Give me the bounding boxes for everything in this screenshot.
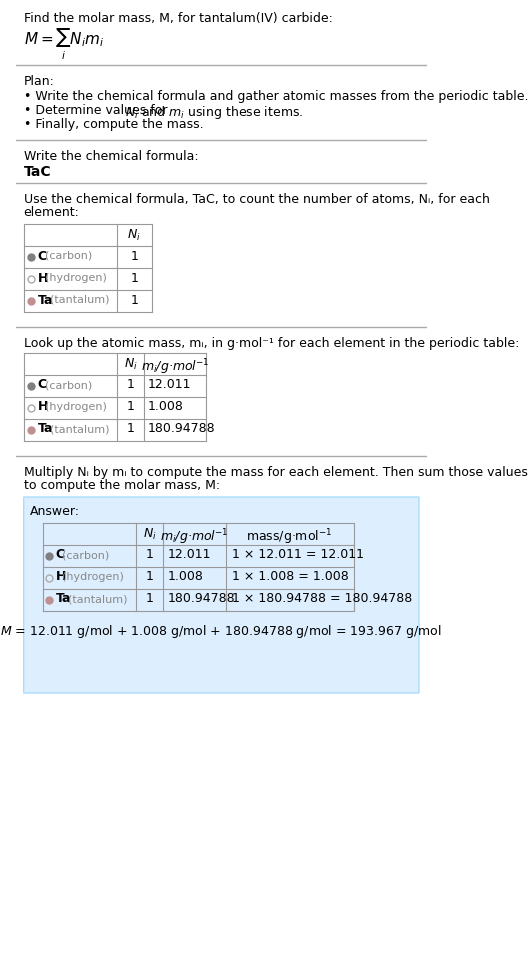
Text: H: H: [38, 400, 48, 414]
Text: Look up the atomic mass, mᵢ, in g·mol⁻¹ for each element in the periodic table:: Look up the atomic mass, mᵢ, in g·mol⁻¹ …: [24, 337, 519, 350]
Text: (carbon): (carbon): [44, 251, 92, 261]
Text: 1: 1: [130, 250, 138, 262]
Text: $N_i$: $N_i$: [143, 527, 157, 542]
Text: 1: 1: [130, 272, 138, 284]
Text: 1: 1: [126, 422, 134, 436]
Text: H: H: [56, 571, 66, 583]
Text: (tantalum): (tantalum): [50, 295, 110, 305]
Text: 1.008: 1.008: [148, 400, 184, 414]
Text: Ta: Ta: [38, 422, 53, 436]
Text: element:: element:: [24, 206, 79, 219]
Text: 1: 1: [130, 293, 138, 307]
Text: $M$ = 12.011 g/mol + 1.008 g/mol + 180.94788 g/mol = 193.967 g/mol: $M$ = 12.011 g/mol + 1.008 g/mol + 180.9…: [1, 623, 442, 640]
Text: (hydrogen): (hydrogen): [62, 572, 124, 582]
Text: H: H: [38, 272, 48, 284]
Text: C: C: [56, 549, 65, 561]
Text: to compute the molar mass, M:: to compute the molar mass, M:: [24, 479, 220, 492]
Text: Use the chemical formula, TaC, to count the number of atoms, Nᵢ, for each: Use the chemical formula, TaC, to count …: [24, 193, 489, 206]
Text: (carbon): (carbon): [44, 380, 92, 390]
Text: $m_i$/g·mol$^{-1}$: $m_i$/g·mol$^{-1}$: [141, 357, 209, 377]
Text: 1.008: 1.008: [167, 571, 203, 583]
Text: Ta: Ta: [56, 593, 71, 605]
Text: • Write the chemical formula and gather atomic masses from the periodic table.: • Write the chemical formula and gather …: [24, 90, 528, 103]
Text: Answer:: Answer:: [30, 505, 80, 518]
Text: TaC: TaC: [24, 165, 51, 179]
Text: (carbon): (carbon): [62, 550, 110, 560]
Text: 1 × 12.011 = 12.011: 1 × 12.011 = 12.011: [232, 549, 364, 561]
Text: 12.011: 12.011: [167, 549, 211, 561]
Text: (hydrogen): (hydrogen): [44, 402, 106, 412]
Text: 1: 1: [146, 549, 154, 561]
Text: Write the chemical formula:: Write the chemical formula:: [24, 150, 198, 163]
FancyBboxPatch shape: [24, 497, 419, 693]
Text: 1 × 1.008 = 1.008: 1 × 1.008 = 1.008: [232, 571, 349, 583]
Text: (tantalum): (tantalum): [50, 424, 110, 434]
Text: C: C: [38, 379, 47, 391]
Text: (hydrogen): (hydrogen): [44, 273, 106, 283]
Text: $N_i$: $N_i$: [124, 357, 138, 372]
Text: C: C: [38, 250, 47, 262]
Text: 1: 1: [146, 571, 154, 583]
Text: Multiply Nᵢ by mᵢ to compute the mass for each element. Then sum those values: Multiply Nᵢ by mᵢ to compute the mass fo…: [24, 466, 527, 479]
Text: 12.011: 12.011: [148, 379, 191, 391]
Text: Find the molar mass, M, for tantalum(IV) carbide:: Find the molar mass, M, for tantalum(IV)…: [24, 12, 333, 25]
Text: 1: 1: [126, 400, 134, 414]
Text: • Finally, compute the mass.: • Finally, compute the mass.: [24, 118, 203, 131]
Text: 1: 1: [126, 379, 134, 391]
Text: (tantalum): (tantalum): [68, 594, 127, 604]
Text: 180.94788: 180.94788: [167, 593, 235, 605]
Text: $N_i$: $N_i$: [127, 228, 141, 243]
Text: Ta: Ta: [38, 293, 53, 307]
Text: 1: 1: [146, 593, 154, 605]
Text: 1 × 180.94788 = 180.94788: 1 × 180.94788 = 180.94788: [232, 593, 412, 605]
Text: $M = \sum_i N_i m_i$: $M = \sum_i N_i m_i$: [24, 28, 104, 63]
Text: • Determine values for: • Determine values for: [24, 104, 171, 117]
Text: 180.94788: 180.94788: [148, 422, 215, 436]
Text: $m_i$/g·mol$^{-1}$: $m_i$/g·mol$^{-1}$: [160, 527, 229, 547]
Text: mass/g·mol$^{-1}$: mass/g·mol$^{-1}$: [247, 527, 333, 547]
Text: Plan:: Plan:: [24, 75, 54, 88]
Text: $N_i$ and $m_i$ using these items.: $N_i$ and $m_i$ using these items.: [125, 104, 303, 121]
